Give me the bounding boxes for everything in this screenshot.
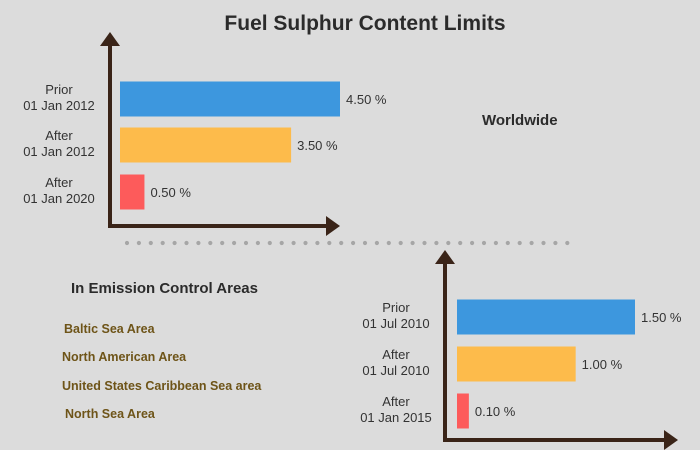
divider-dot xyxy=(303,240,308,246)
page-title: Fuel Sulphur Content Limits xyxy=(224,12,506,35)
eca-category-label-1: 01 Jul 2010 xyxy=(362,363,429,378)
eca-bar-2 xyxy=(457,393,469,429)
divider-dot xyxy=(422,240,427,246)
divider-dot xyxy=(172,240,177,246)
divider-dot xyxy=(386,240,391,246)
divider-dot xyxy=(136,240,141,246)
divider-dot xyxy=(493,240,498,246)
worldwide-label: Worldwide xyxy=(482,112,558,129)
worldwide-category-label-1: 01 Jan 2012 xyxy=(23,144,95,159)
divider-dot xyxy=(339,240,344,246)
eca-bar-1 xyxy=(457,346,576,382)
divider-dot xyxy=(517,240,522,246)
divider-dot xyxy=(434,240,439,246)
worldwide-bar-1 xyxy=(120,127,292,163)
eca-value-label-1: 1.00 % xyxy=(582,357,623,372)
divider-dot xyxy=(446,240,451,246)
divider-dot xyxy=(184,240,189,246)
divider-dot xyxy=(220,240,225,246)
worldwide-category-label-2: 01 Jan 2020 xyxy=(23,191,95,206)
divider-dot xyxy=(255,240,260,246)
worldwide-bar-2 xyxy=(120,174,145,210)
eca-heading: In Emission Control Areas xyxy=(71,280,258,297)
worldwide-y-axis-arrow xyxy=(100,32,120,46)
worldwide-category-label-2: After xyxy=(45,175,73,190)
divider-dot xyxy=(327,240,332,246)
divider-dot xyxy=(505,240,510,246)
divider-dot xyxy=(470,240,475,246)
worldwide-category-label-1: After xyxy=(45,128,73,143)
worldwide-value-label-0: 4.50 % xyxy=(346,92,387,107)
divider-dot xyxy=(481,240,487,246)
divider-dot xyxy=(196,240,201,246)
divider-dot xyxy=(160,240,165,246)
eca-area-north-sea: North Sea Area xyxy=(65,407,155,421)
divider-dot xyxy=(148,240,153,246)
eca-x-axis-arrow xyxy=(664,430,678,450)
eca-value-label-0: 1.50 % xyxy=(641,310,682,325)
divider-dot xyxy=(351,240,356,246)
divider-dot xyxy=(124,240,130,246)
eca-area-north-american: North American Area xyxy=(62,350,187,364)
divider-dot xyxy=(529,240,534,246)
eca-value-label-2: 0.10 % xyxy=(475,404,516,419)
divider-dot xyxy=(243,240,249,246)
divider-dot xyxy=(315,240,320,246)
worldwide-value-label-1: 3.50 % xyxy=(297,138,338,153)
worldwide-category-label-0: Prior xyxy=(45,82,73,97)
eca-category-label-0: 01 Jul 2010 xyxy=(362,316,429,331)
divider-dot xyxy=(565,240,570,246)
worldwide-bar-0 xyxy=(120,81,340,117)
divider-dot xyxy=(374,240,379,246)
divider-dot xyxy=(291,240,296,246)
divider-dot xyxy=(541,240,546,246)
divider-dot xyxy=(208,240,213,246)
divider-dot xyxy=(232,240,237,246)
eca-category-label-0: Prior xyxy=(382,300,410,315)
worldwide-category-label-0: 01 Jan 2012 xyxy=(23,98,95,113)
divider-dot xyxy=(267,240,272,246)
eca-area-baltic: Baltic Sea Area xyxy=(64,322,155,336)
eca-bar-0 xyxy=(457,299,635,335)
worldwide-x-axis-arrow xyxy=(326,216,340,236)
eca-category-label-2: 01 Jan 2015 xyxy=(360,410,432,425)
eca-area-us-caribbean: United States Caribbean Sea area xyxy=(62,379,262,393)
divider-dot xyxy=(398,240,403,246)
divider-dot xyxy=(279,240,284,246)
worldwide-value-label-2: 0.50 % xyxy=(150,185,191,200)
eca-category-label-1: After xyxy=(382,347,410,362)
divider-dot xyxy=(458,240,463,246)
eca-y-axis-arrow xyxy=(435,250,455,264)
eca-category-label-2: After xyxy=(382,394,410,409)
divider-dot xyxy=(410,240,415,246)
divider-dot xyxy=(362,240,368,246)
divider-dot xyxy=(553,240,558,246)
